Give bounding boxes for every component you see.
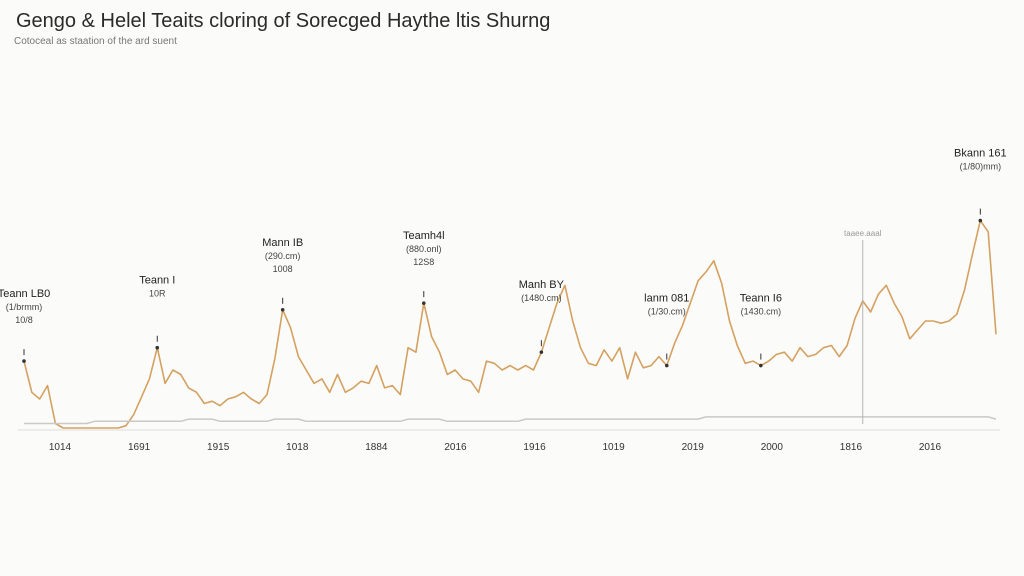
annotation-subtext: (1480.cm) <box>521 293 562 303</box>
annotation-value: 12S8 <box>413 257 434 267</box>
annotation-subtext: (290.cm) <box>265 251 301 261</box>
x-tick-label: 1915 <box>207 442 230 453</box>
annotation-subtext: (1430.cm) <box>741 307 782 317</box>
series-line-2 <box>24 416 997 425</box>
chart-title: Gengo & Helel Teaits cloring of Sorecged… <box>16 10 551 32</box>
annotation-name: Teann I <box>139 275 175 287</box>
x-tick-label: 1884 <box>365 442 388 453</box>
annotation-name: Mann IB <box>262 237 303 249</box>
x-tick-label: 1916 <box>523 442 546 453</box>
x-tick-label: 1816 <box>840 442 863 453</box>
x-tick-label: 2016 <box>919 442 942 453</box>
annotation-subtext: (1/80)mm) <box>960 162 1002 172</box>
annotation-name: lanm 081 <box>644 293 689 305</box>
annotation-point <box>22 359 26 363</box>
x-tick-label: 2000 <box>761 442 784 453</box>
x-tick-label: 2019 <box>682 442 705 453</box>
annotation-name: Teann LB0 <box>0 288 50 300</box>
chart-subtitle: Cotoceal as staation of the ard suent <box>14 36 177 47</box>
annotation-point <box>539 350 544 354</box>
x-tick-label: 1019 <box>603 442 626 453</box>
x-tick-label: 2016 <box>444 442 467 453</box>
annotation-value: 10/8 <box>15 315 33 325</box>
annotation-point <box>421 301 426 305</box>
annotation-name: Bkann 161 <box>954 148 1007 160</box>
annotation-subtext: (1/30.cm) <box>648 307 686 317</box>
annotation-name: Teamh4l <box>403 230 445 242</box>
annotation-point <box>978 218 983 223</box>
x-tick-label: 1018 <box>286 442 309 453</box>
x-tick-label: 1014 <box>49 442 72 453</box>
annotation-subtext: (1/brmm) <box>6 302 43 312</box>
annotation-subtext: (880.onl) <box>406 244 442 254</box>
x-tick-label: 1691 <box>128 442 151 453</box>
annotation-value: 1008 <box>273 264 293 274</box>
series-line-1 <box>23 219 997 429</box>
annotation-subtext: 10R <box>149 289 166 299</box>
annotation-name: Manh BY <box>519 279 565 291</box>
annotation-point <box>664 363 669 368</box>
annotation-point <box>155 345 160 350</box>
annotation-point <box>759 363 763 368</box>
annotation-name: Teann I6 <box>740 293 782 305</box>
vertical-marker-label: taaee.aaal <box>844 229 882 238</box>
annotation-point <box>280 308 285 312</box>
